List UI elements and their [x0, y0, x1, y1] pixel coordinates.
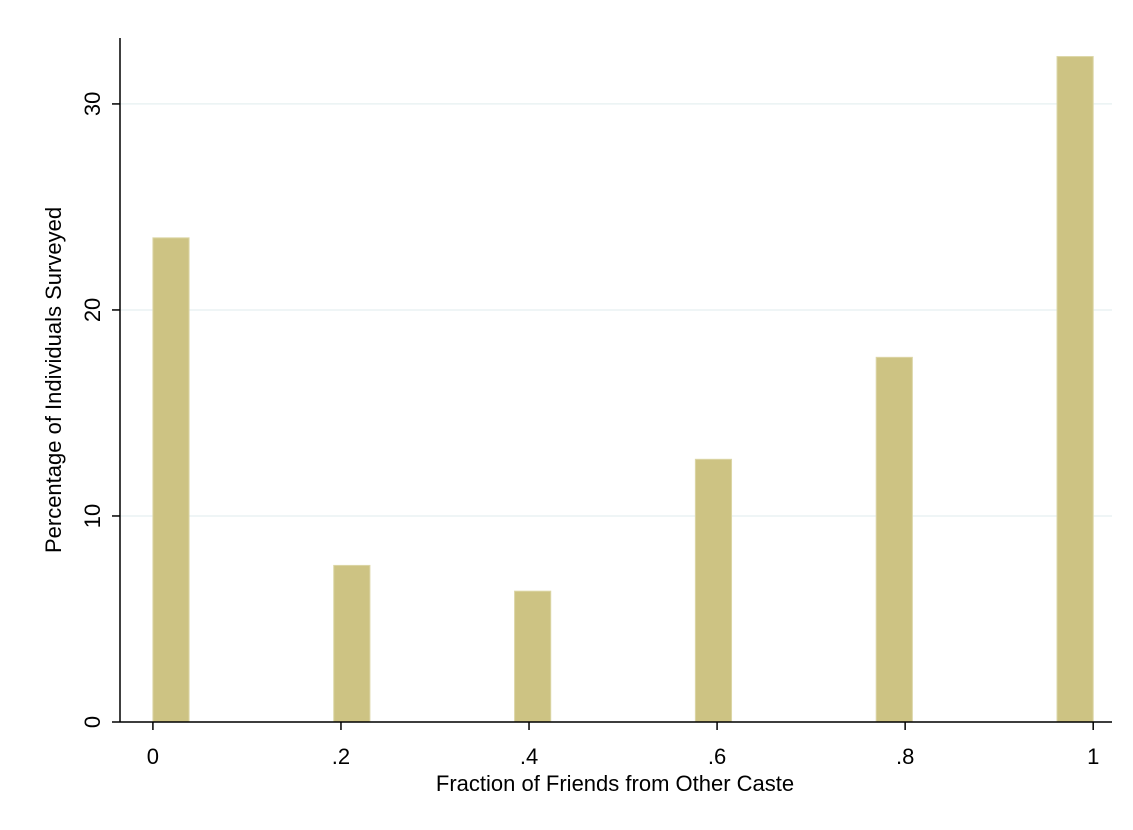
y-tick-label: 0: [80, 716, 105, 728]
bar: [333, 564, 371, 723]
bar: [875, 356, 913, 723]
x-tick-label: .2: [332, 744, 350, 769]
x-tick-label: 0: [147, 744, 159, 769]
bar: [694, 458, 733, 723]
x-axis-label: Fraction of Friends from Other Caste: [436, 771, 794, 796]
y-tick-label: 10: [80, 504, 105, 528]
x-tick-label: .4: [520, 744, 538, 769]
x-tick-label: .6: [708, 744, 726, 769]
bar: [514, 590, 552, 723]
bar: [152, 237, 190, 723]
x-tick-label: 1: [1087, 744, 1099, 769]
y-tick-label: 30: [80, 92, 105, 116]
x-tick-label: .8: [896, 744, 914, 769]
y-tick-label: 20: [80, 298, 105, 322]
y-axis-label: Percentage of Individuals Surveyed: [41, 207, 66, 553]
bar: [1056, 56, 1094, 723]
